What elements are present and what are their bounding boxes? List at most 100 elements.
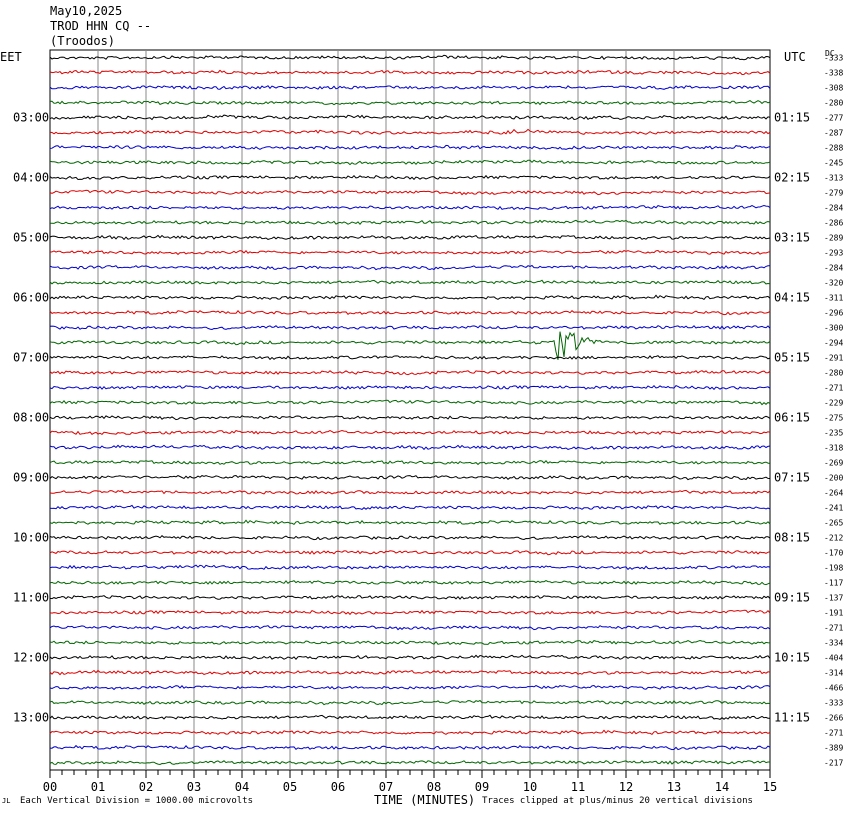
trace-line (49, 519, 771, 526)
trace-line (49, 429, 771, 436)
plot-date: May10,2025 (50, 4, 123, 18)
trace-line (49, 444, 771, 451)
left-hour-label: 06:00 (13, 291, 49, 305)
trace-line (49, 355, 771, 361)
trace-line (49, 114, 771, 121)
dc-offset-label: -280 (824, 99, 843, 108)
dc-offset-label: -311 (824, 294, 843, 303)
x-tick-label: 06 (331, 780, 345, 794)
trace-line (49, 639, 771, 646)
dc-offset-label: -275 (824, 414, 843, 423)
dc-offset-label: -245 (824, 159, 843, 168)
x-tick-label: 11 (571, 780, 585, 794)
dc-offset-label: -191 (824, 609, 843, 618)
trace-line (49, 489, 771, 495)
right-hour-label: 09:15 (774, 591, 810, 605)
x-tick-label: 01 (91, 780, 105, 794)
trace-line (49, 69, 771, 76)
trace-line (49, 399, 771, 406)
trace-line (49, 331, 771, 360)
dc-offset-label: -318 (824, 444, 843, 453)
trace-line (49, 264, 770, 271)
dc-offset-label: -265 (824, 519, 843, 528)
trace-line (49, 609, 771, 616)
right-hour-label: 01:15 (774, 111, 810, 125)
trace-line (49, 474, 771, 481)
right-hour-label: 03:15 (774, 231, 810, 245)
trace-line (49, 249, 771, 256)
dc-offset-label: -466 (824, 684, 843, 693)
trace-line (49, 370, 771, 376)
plot-frame (49, 49, 771, 771)
dc-offset-label: -334 (824, 639, 843, 648)
right-hour-label: 08:15 (774, 531, 810, 545)
right-hour-label: 04:15 (774, 291, 810, 305)
left-hour-label: 07:00 (13, 351, 49, 365)
right-hour-label: 10:15 (774, 651, 810, 665)
dc-offset-label: -389 (824, 744, 843, 753)
x-tick-label: 03 (187, 780, 201, 794)
x-tick-label: 15 (763, 780, 777, 794)
dc-offset-label: -296 (824, 309, 843, 318)
dc-offset-label: -271 (824, 624, 843, 633)
left-hour-label: 11:00 (13, 591, 49, 605)
trace-line (49, 159, 771, 166)
dc-offset-label: -170 (824, 549, 843, 558)
trace-line (50, 219, 771, 225)
dc-offset-label: -117 (824, 579, 843, 588)
dc-offset-label: -217 (824, 759, 843, 768)
x-tick-label: 00 (43, 780, 57, 794)
right-timezone-label: UTC (784, 50, 806, 64)
trace-line (49, 550, 771, 556)
trace-line (49, 128, 771, 135)
dc-offset-label: -308 (824, 84, 843, 93)
right-hour-label: 07:15 (774, 471, 810, 485)
left-hour-label: 13:00 (13, 711, 49, 725)
trace-line (49, 714, 771, 720)
trace-line (49, 684, 771, 691)
dc-offset-label: -314 (824, 669, 843, 678)
vertical-scale-note: Each Vertical Division = 1000.00 microvo… (20, 796, 253, 806)
dc-offset-label: -279 (824, 189, 843, 198)
dc-offset-label: -404 (824, 654, 843, 663)
trace-line (49, 384, 771, 391)
trace-line (49, 204, 771, 211)
trace-line (49, 699, 771, 706)
dc-offset-label: -300 (824, 324, 843, 333)
right-hour-label: 06:15 (774, 411, 810, 425)
clip-note: Traces clipped at plus/minus 20 vertical… (482, 796, 753, 806)
right-hour-label: 05:15 (774, 351, 810, 365)
trace-line (49, 625, 771, 631)
dc-offset-label: -198 (824, 564, 843, 573)
left-hour-label: 12:00 (13, 651, 49, 665)
x-tick-label: 04 (235, 780, 249, 794)
trace-line (49, 504, 771, 510)
trace-line (49, 85, 771, 90)
right-hour-label: 02:15 (774, 171, 810, 185)
dc-offset-header: DC (825, 49, 835, 58)
x-tick-label: 02 (139, 780, 153, 794)
trace-line (49, 460, 771, 466)
trace-line (49, 669, 771, 676)
dc-offset-label: -271 (824, 384, 843, 393)
left-timezone-label: EET (0, 50, 22, 64)
trace-line (49, 595, 771, 600)
dc-offset-label: -288 (824, 144, 843, 153)
dc-offset-label: -277 (824, 114, 843, 123)
dc-offset-label: -333 (824, 54, 843, 63)
dc-offset-label: -313 (824, 174, 843, 183)
station-location: (Troodos) (50, 34, 116, 48)
trace-line (49, 564, 771, 571)
x-tick-label: 05 (283, 780, 297, 794)
corner-mark: JL (2, 797, 11, 805)
station-name: TROD HHN CQ -- (50, 19, 152, 33)
trace-line (49, 580, 771, 586)
right-hour-label: 11:15 (774, 711, 810, 725)
dc-offset-label: -284 (824, 204, 843, 213)
dc-offset-label: -271 (824, 729, 843, 738)
trace-line (49, 744, 771, 751)
x-axis-title: TIME (MINUTES) (374, 793, 476, 807)
trace-line (49, 760, 770, 766)
x-tick-label: 08 (427, 780, 441, 794)
